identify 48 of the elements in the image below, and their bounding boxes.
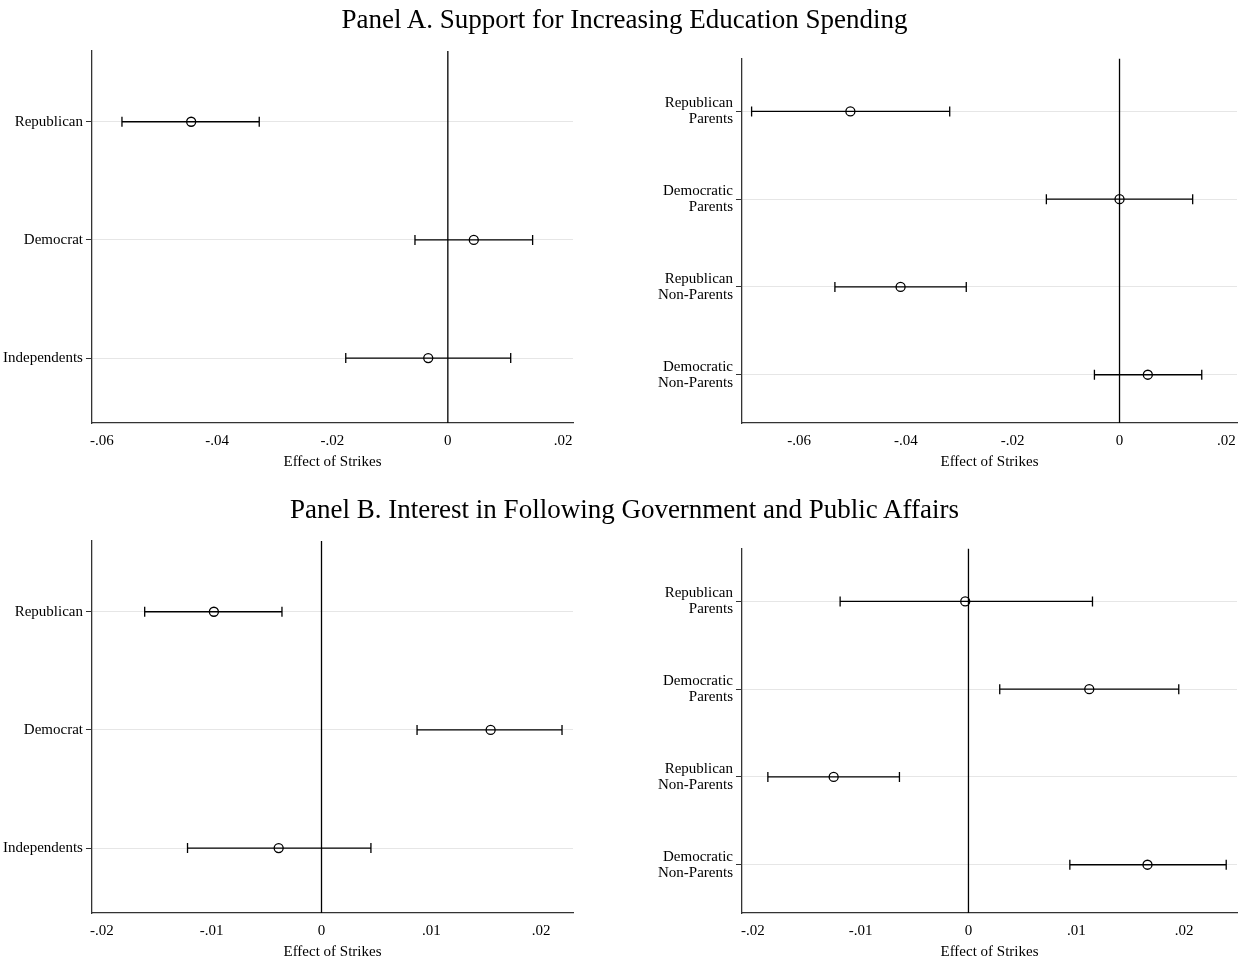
y-tick-label: Democrat [23,720,84,737]
y-tick-label: Democratic Non-Parents [657,847,734,880]
x-axis-title: Effect of Strikes [283,452,382,469]
x-tick-label: -.02 [1000,431,1025,448]
point [845,106,856,117]
y-tick-label: Democratic Non-Parents [657,357,734,390]
point [1142,369,1153,380]
x-tick-label: -.06 [787,431,812,448]
x-axis-title: Effect of Strikes [940,452,1039,469]
x-tick-label: 0 [444,431,452,448]
x-tick-label: -.01 [199,921,224,938]
x-tick-label: .02 [531,921,551,938]
x-tick-label: -.02 [89,921,114,938]
chart-title: Panel B. Interest in Following Government and Public Affairs [288,494,961,525]
point [1084,684,1095,695]
x-tick-label: 0 [1115,431,1124,448]
chart-title: Panel A. Support for Increasing Education Spending [340,4,909,35]
x-tick-label: 0 [964,921,973,938]
x-axis-title: Effect of Strikes [283,942,382,959]
point [895,281,906,293]
x-tick-label: .02 [1174,921,1194,938]
x-tick-label: -.06 [89,431,115,448]
x-tick-label: -.02 [320,431,345,448]
x-tick-label: 0 [317,921,326,938]
x-tick-label: .01 [1066,921,1086,938]
x-tick-label: -.01 [848,921,873,938]
x-axis-title: Effect of Strikes [940,942,1039,959]
x-tick-label: .02 [1216,431,1236,448]
x-tick-label: .01 [421,921,441,938]
y-tick-label: Independents [2,838,84,855]
y-tick-label: Republican Parents [664,584,734,617]
point [1114,194,1125,205]
y-tick-label: Republican Non-Parents [657,270,734,302]
y-tick-label: Democratic Parents [663,182,734,214]
y-tick-label: Democrat [23,230,84,247]
y-tick-label: Republican Parents [664,94,734,127]
x-tick-label: -.02 [740,921,765,938]
y-tick-label: Republican [14,112,84,129]
point [1142,859,1153,870]
y-tick-label: Republican [14,602,84,619]
y-tick-label: Independents [2,348,84,365]
y-tick-label: Republican Non-Parents [657,760,734,792]
point [828,771,839,783]
x-tick-label: .02 [553,431,573,448]
y-tick-label: Democratic Parents [663,672,734,704]
x-tick-label: -.04 [205,431,230,448]
point [960,596,971,607]
x-tick-label: -.04 [894,431,919,448]
